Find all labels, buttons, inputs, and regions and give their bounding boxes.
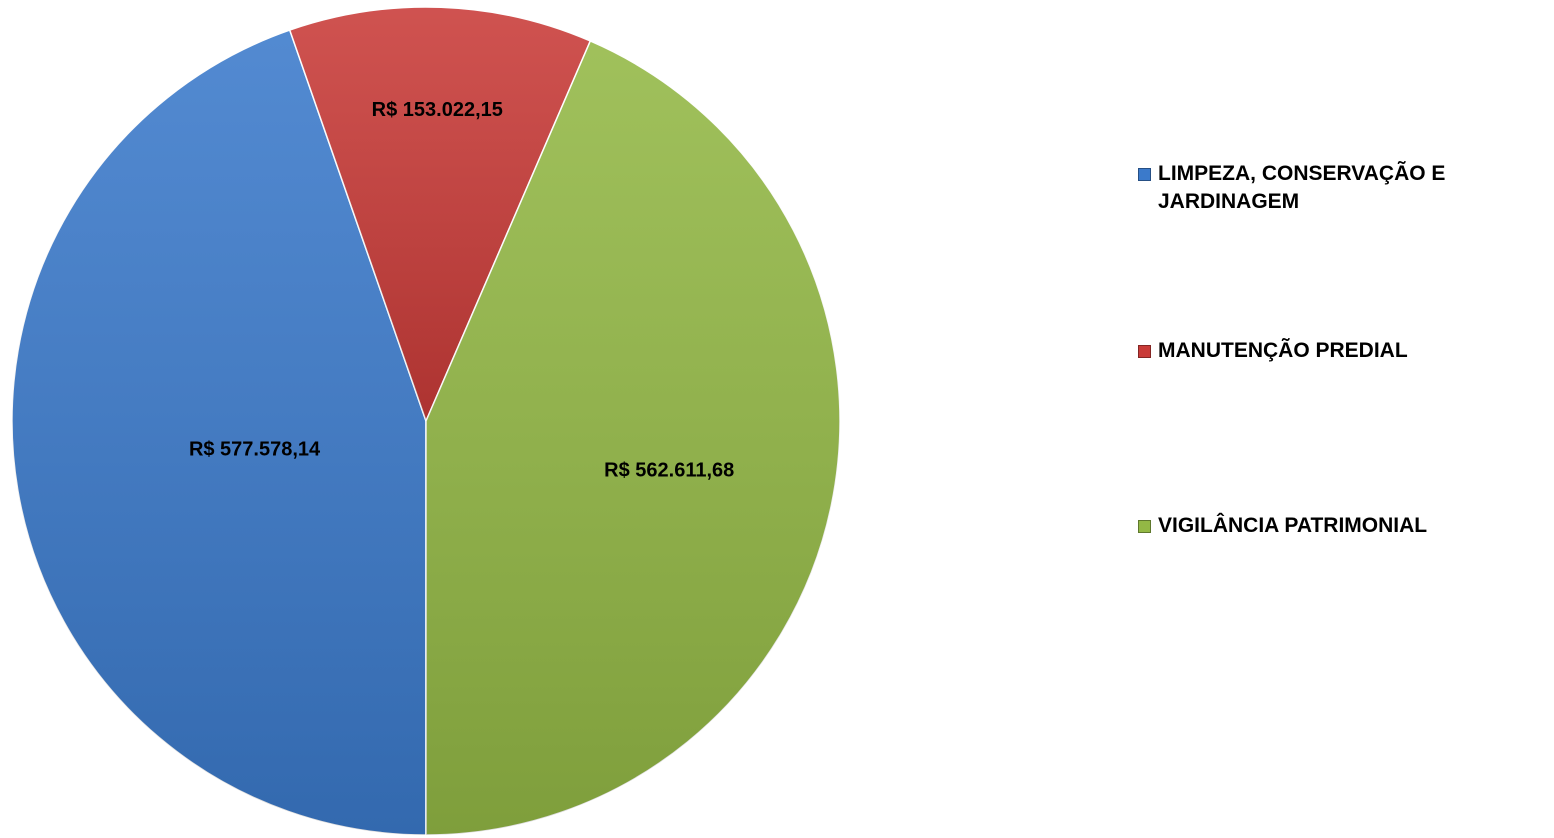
legend-swatch	[1138, 168, 1151, 181]
slice-shade	[426, 40, 840, 835]
legend-swatch	[1138, 520, 1151, 533]
legend-label: VIGILÂNCIA PATRIMONIAL	[1158, 514, 1428, 537]
data-label: R$ 153.022,15	[372, 99, 503, 121]
data-label: R$ 562.611,68	[604, 460, 734, 482]
legend-item: VIGILÂNCIA PATRIMONIAL	[1136, 512, 1427, 540]
legend-swatch	[1138, 345, 1151, 358]
slice-shade	[12, 30, 426, 835]
legend-item: LIMPEZA, CONSERVAÇÃO E JARDINAGEM	[1136, 160, 1546, 216]
legend-label: MANUTENÇÃO PREDIAL	[1158, 339, 1408, 362]
chart: R$ 577.578,14 R$ 153.022,15 R$ 562.611,68	[11, 6, 840, 836]
legend-label: LIMPEZA, CONSERVAÇÃO E JARDINAGEM	[1158, 162, 1446, 213]
legend-item: MANUTENÇÃO PREDIAL	[1136, 337, 1408, 365]
data-label: R$ 577.578,14	[189, 438, 321, 460]
slice-shade	[289, 7, 591, 421]
